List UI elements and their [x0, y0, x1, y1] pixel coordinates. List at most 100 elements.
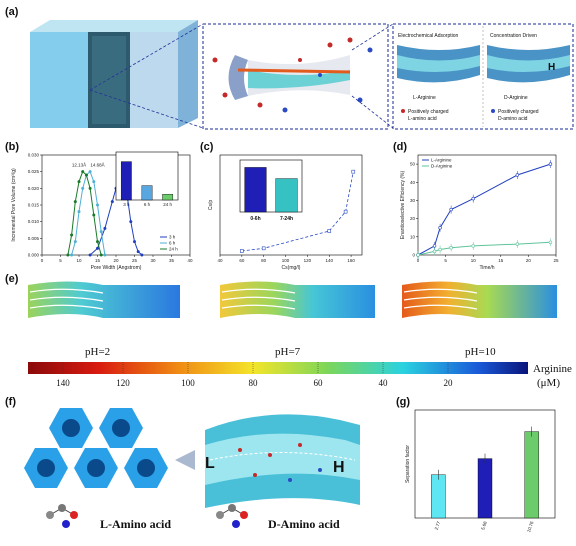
data-point	[327, 229, 332, 233]
panel-b-label: (b)	[5, 141, 19, 153]
box2-title: Concentration Driven	[490, 33, 537, 39]
legend-label: L-Arginine	[431, 158, 452, 163]
series-point	[432, 244, 437, 248]
data-point	[261, 246, 266, 251]
d-amino-molecule	[216, 504, 248, 528]
box2-h-label: H	[548, 62, 555, 73]
series-point	[88, 170, 92, 174]
legend-label: 6 h	[169, 241, 176, 246]
plot-frame	[417, 154, 557, 256]
inset-bar	[162, 194, 174, 201]
inset-category: 3 h	[123, 202, 130, 207]
colorbar-title: Arginine	[533, 363, 572, 375]
series-point	[92, 180, 96, 184]
data-point	[351, 169, 356, 174]
series-point	[77, 180, 81, 184]
hexagonal-pores	[24, 408, 168, 488]
series-point	[96, 203, 99, 207]
series-point	[70, 233, 74, 237]
y-tick-label: 10	[410, 234, 416, 239]
panel-g-label: (g)	[396, 396, 410, 408]
y-tick-label: 40	[410, 180, 416, 185]
x-tick-label: 0	[41, 258, 44, 263]
membrane-block	[30, 20, 198, 128]
y-tick-label: 0.015	[28, 203, 40, 208]
channel-3d	[205, 414, 360, 508]
colorbar-tick-label: 140	[56, 378, 70, 388]
x-tick-label: 20	[113, 258, 119, 263]
y-axis-label: Enantioselective Efficiency (%)	[400, 171, 406, 240]
panel-e-label: (e)	[5, 273, 19, 285]
panel-f-label: (f)	[5, 396, 16, 408]
series-point	[515, 173, 520, 177]
series-point	[129, 220, 133, 224]
channel-ph7	[220, 281, 375, 318]
series-point	[84, 173, 88, 177]
arrow-left	[175, 450, 195, 470]
series-point	[81, 186, 85, 190]
plot-frame	[219, 154, 363, 256]
l-amino-caption: L-Amino acid	[100, 517, 171, 531]
peak-label-1: 12.13Å	[72, 162, 86, 168]
bar	[431, 474, 446, 519]
category-label: 2.77	[434, 520, 442, 530]
series-point	[471, 244, 475, 248]
series-point	[103, 253, 107, 257]
colorbar-tick-label: 20	[444, 378, 454, 388]
series-line	[71, 170, 106, 256]
x-axis-label: Cs(mg/l)	[282, 265, 301, 271]
y-tick-label: 0.025	[28, 169, 40, 174]
pore-illustration	[212, 37, 373, 113]
chart-b: 0 5 10 15 20 25 30 35 40 0.000 0.005 0.010 0.015 0.02…	[11, 151, 193, 271]
x-tick-label: 120	[304, 258, 312, 263]
box1-amino: L-Arginine	[413, 95, 436, 101]
series-point	[416, 253, 420, 257]
data-point	[240, 249, 244, 253]
series-point	[92, 213, 96, 217]
inset-bar	[244, 167, 267, 213]
y-tick-label: 0.020	[28, 186, 40, 191]
inset-category: 7-24h	[280, 216, 293, 222]
series-point	[99, 253, 103, 257]
x-tick-label: 30	[150, 258, 156, 263]
colorbar-tick-label: 120	[116, 378, 130, 388]
colorbar	[28, 362, 528, 374]
legend-label: 24 h	[169, 247, 178, 252]
series-point	[438, 226, 442, 230]
d-amino-caption: D-Amino acid	[268, 517, 340, 531]
bar	[477, 458, 493, 519]
x-tick-label: 40	[217, 258, 223, 263]
colorbar-ticks: 140 120 100 80 60 40 20	[56, 362, 453, 388]
x-tick-label: 25	[132, 258, 138, 263]
x-tick-label: 20	[526, 258, 532, 263]
panel-d-label: (d)	[393, 141, 407, 153]
data-point	[343, 209, 348, 214]
series-point	[99, 230, 103, 234]
category-label: 10.76	[526, 520, 535, 533]
x-tick-label: 5	[444, 258, 447, 263]
x-tick-label: 60	[239, 258, 245, 263]
l-amino-molecule	[46, 504, 78, 528]
colorbar-tick-label: 40	[379, 378, 389, 388]
series-point	[66, 253, 70, 257]
label-h: H	[333, 459, 345, 476]
channel-ph10	[402, 281, 557, 318]
legend-label: D-Arginine	[431, 164, 453, 169]
y-tick-label: 0.030	[28, 153, 40, 158]
series-point	[88, 186, 92, 190]
colorbar-tick-label: 100	[181, 378, 195, 388]
x-tick-label: 0	[417, 258, 420, 263]
x-tick-label: 10	[471, 258, 477, 263]
chart-c: 40 60 80 100 120 140 160 Cs(mg/l) Cs/p 0-6h 7-24h	[208, 154, 363, 271]
box1-title: Electrochemical Adsorption	[398, 33, 459, 39]
box2-amino: D-Arginine	[504, 95, 528, 101]
y-tick-label: 50	[410, 162, 416, 167]
x-tick-label: 10	[76, 258, 82, 263]
legend-label: 3 h	[169, 235, 176, 240]
chart-g: Separation factor 2.77 5.66 10.76	[405, 409, 556, 533]
x-tick-label: 100	[282, 258, 290, 263]
label-l: L	[205, 455, 215, 472]
series-point	[96, 246, 99, 250]
colorbar-tick-label: 60	[314, 378, 324, 388]
series-point	[96, 240, 99, 244]
